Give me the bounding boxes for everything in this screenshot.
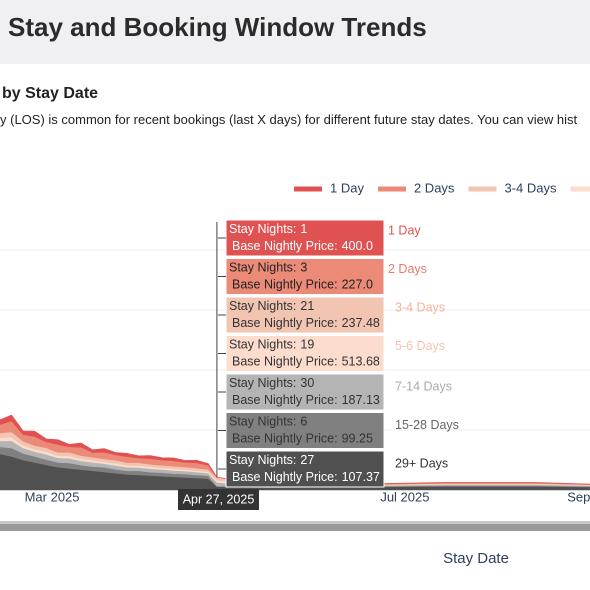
hover-tooltip — [225, 296, 385, 334]
tooltip-line: Base Nightly Price: 237.48 — [232, 316, 380, 330]
tooltip-label: Stay Nights: — [229, 222, 296, 236]
area — [0, 414, 590, 486]
tooltip-label: Stay Nights: — [229, 376, 296, 390]
tooltip-series-name: 5-6 Days — [395, 339, 445, 353]
section-description: y (LOS) is common for recent bookings (l… — [0, 112, 578, 127]
tooltip-label: Stay Nights: — [229, 453, 296, 467]
legend-label: 2 Days — [414, 180, 455, 195]
tooltip-line: Base Nightly Price: 107.37 — [232, 470, 380, 484]
tooltip-label: Base Nightly Price: — [232, 239, 338, 253]
tooltip-label: Base Nightly Price: — [232, 355, 338, 369]
tooltip-value: 187.13 — [342, 393, 380, 407]
tooltip-line: Stay Nights: 6 — [229, 415, 307, 429]
tooltip-series-name: 3-4 Days — [395, 300, 445, 314]
tooltip-line: Base Nightly Price: 227.0 — [232, 278, 373, 292]
tooltip-label: Base Nightly Price: — [232, 278, 338, 292]
tooltip-label: Stay Nights: — [229, 415, 296, 429]
x-tick-label: Jul 2025 — [380, 489, 429, 504]
scrollbar-highlight — [0, 521, 590, 524]
tooltip-value: 3 — [300, 261, 307, 275]
page-title: Stay and Booking Window Trends — [8, 12, 427, 42]
x-axis-title: Stay Date — [443, 550, 509, 567]
tooltip-value: 227.0 — [342, 278, 373, 292]
tooltip-label: Base Nightly Price: — [232, 432, 338, 446]
range-scrollbar[interactable] — [0, 521, 590, 531]
tooltip-value: 513.68 — [342, 355, 380, 369]
hover-tooltip — [225, 450, 385, 488]
hover-tooltip — [225, 258, 385, 295]
hover-tooltip — [225, 335, 385, 372]
tooltip-value: 400.0 — [342, 239, 373, 253]
tooltip-label: Stay Nights: — [229, 299, 296, 313]
tooltip-line: Stay Nights: 21 — [229, 299, 314, 313]
tooltip-line: Stay Nights: 1 — [229, 222, 307, 236]
tooltip-series-name: 1 Day — [388, 223, 421, 237]
tooltip-line: Stay Nights: 30 — [229, 376, 314, 390]
section-title: by Stay Date — [2, 85, 99, 102]
hover-x-box — [178, 489, 259, 510]
legend-label: 1 Day — [330, 180, 364, 195]
tooltip-value: 6 — [300, 415, 307, 429]
tooltip-line: Stay Nights: 27 — [229, 453, 314, 467]
hover-x-label: Apr 27, 2025 — [183, 492, 255, 506]
tooltip-label: Base Nightly Price: — [232, 470, 338, 484]
tooltip-series-name: 2 Days — [388, 262, 427, 276]
tooltip-value: 30 — [300, 376, 314, 390]
tooltip-line: Base Nightly Price: 513.68 — [232, 355, 380, 369]
tooltip-line: Stay Nights: 19 — [229, 338, 314, 352]
header-bar: Stay and Booking Window Trends — [0, 0, 590, 64]
tooltip-line: Base Nightly Price: 400.0 — [232, 239, 373, 253]
hover-tooltip — [225, 412, 385, 449]
x-tick-label: Mar 2025 — [25, 489, 80, 504]
tooltip-value: 237.48 — [342, 316, 380, 330]
x-tick-label: Sep 2 — [567, 489, 590, 504]
tooltip-line: Base Nightly Price: 187.13 — [232, 393, 380, 407]
tooltip-line: Base Nightly Price: 99.25 — [232, 432, 373, 446]
tooltip-value: 1 — [300, 222, 307, 236]
tooltip-label: Stay Nights: — [229, 261, 296, 275]
legend-label: 3-4 Days — [504, 180, 557, 195]
tooltip-series-name: 15-28 Days — [395, 418, 459, 432]
tooltip-value: 107.37 — [342, 470, 380, 484]
tooltip-series-name: 29+ Days — [395, 456, 448, 470]
tooltip-line: Stay Nights: 3 — [229, 261, 307, 275]
tooltip-label: Base Nightly Price: — [232, 393, 338, 407]
tooltip-series-name: 7-14 Days — [395, 379, 452, 393]
tooltip-value: 19 — [300, 338, 314, 352]
tooltip-value: 99.25 — [342, 432, 373, 446]
hover-tooltip — [225, 373, 385, 411]
tooltip-label: Stay Nights: — [229, 338, 296, 352]
hover-tooltip — [225, 219, 385, 257]
tooltip-label: Base Nightly Price: — [232, 316, 338, 330]
tooltip-value: 21 — [300, 299, 314, 313]
tooltip-value: 27 — [300, 453, 314, 467]
